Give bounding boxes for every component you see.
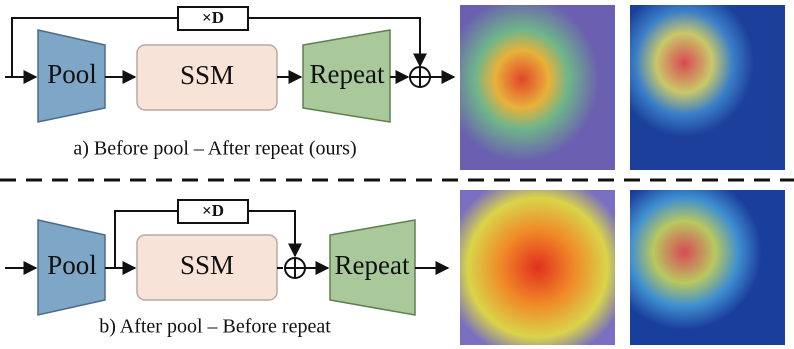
panel-b: Pool ×D SSM Repeat b) After pool – Befor… [5, 200, 448, 338]
block-label: SSM [180, 250, 234, 280]
block-label: SSM [180, 60, 234, 90]
heatmap-image [460, 190, 615, 345]
panel-a: ×D Pool SSM Repeat a) Before pool – Afte… [5, 7, 454, 160]
block-label: Pool [47, 250, 97, 280]
heatmap-image [460, 5, 615, 170]
figure: ×D Pool SSM Repeat a) Before pool – Afte… [0, 0, 794, 349]
block-label: Repeat [310, 59, 385, 89]
repeat-label: ×D [202, 8, 224, 27]
block-label: Pool [47, 59, 97, 89]
caption: a) Before pool – After repeat (ours) [73, 138, 356, 160]
heatmap-image [630, 190, 785, 345]
block-label: Repeat [335, 250, 410, 280]
repeat-label: ×D [202, 201, 224, 220]
heatmap-image [630, 5, 785, 170]
caption: b) After pool – Before repeat [99, 316, 331, 338]
